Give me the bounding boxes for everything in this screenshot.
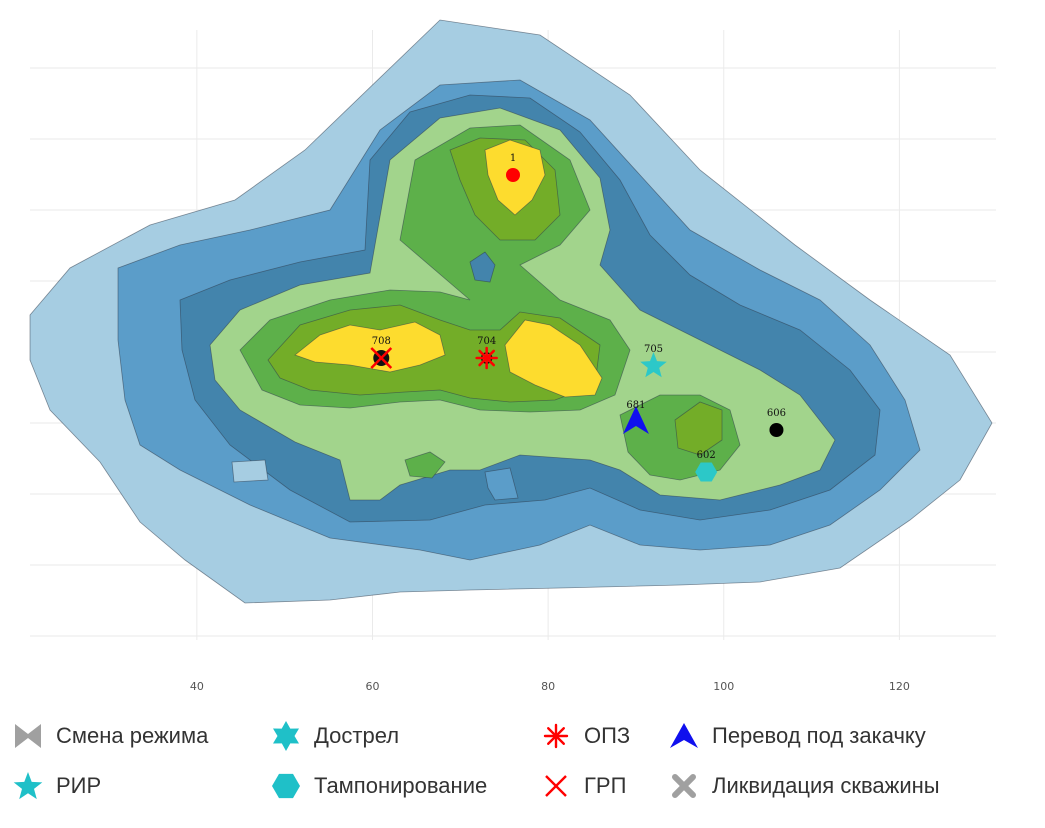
well-681[interactable]: 681: [622, 400, 649, 434]
contour-level-7b: [504, 319, 603, 398]
hexagon-icon: [272, 773, 300, 799]
legend-label: Дострел: [314, 723, 400, 748]
well-markers: 1 708 704 705 681 606 602: [370, 153, 786, 482]
contour-level-7: [294, 321, 446, 373]
legend-item-7[interactable]: Ликвидация скважины: [668, 770, 940, 802]
x-tick-label-0: 40: [190, 680, 204, 693]
x-tick-label-2: 80: [541, 680, 555, 693]
legend-item-6[interactable]: ГРП: [540, 770, 626, 802]
legend-item-3[interactable]: Перевод под закачку: [668, 720, 926, 752]
well-label-705: 705: [644, 344, 663, 355]
legend-item-5[interactable]: Тампонирование: [270, 770, 487, 802]
x-tick-label-1: 60: [365, 680, 379, 693]
x-thick-icon: [672, 774, 696, 798]
legend-item-0[interactable]: Смена режима: [12, 720, 208, 752]
arrowhead-icon: [670, 723, 698, 748]
well-606[interactable]: 606: [767, 408, 786, 437]
well-1[interactable]: 1: [506, 153, 520, 182]
well-label-708: 708: [372, 336, 391, 347]
legend-label: Тампонирование: [314, 773, 488, 798]
legend-item-1[interactable]: Дострел: [270, 720, 399, 752]
well-label-1: 1: [510, 153, 516, 164]
contour-level-6c: [674, 401, 723, 456]
x-axis-ticks: 40 60 80 100 120: [190, 680, 910, 693]
asterisk-icon: [543, 723, 569, 749]
legend-label: Ликвидация скважины: [712, 773, 940, 798]
star6-icon: [273, 721, 299, 751]
patch-south: [404, 451, 446, 479]
well-705[interactable]: 705: [640, 344, 667, 378]
star5-icon: [13, 772, 43, 800]
legend-label: Перевод под закачку: [712, 723, 926, 748]
hole-west: [231, 459, 269, 483]
well-708[interactable]: 708: [370, 336, 393, 369]
legend-label: Смена режима: [56, 723, 209, 748]
legend-label: РИР: [56, 773, 102, 798]
x-cross-icon: [545, 775, 567, 797]
x-tick-label-4: 120: [889, 680, 910, 693]
legend-label: ОПЗ: [584, 723, 631, 748]
legend-item-2[interactable]: ОПЗ: [540, 720, 630, 752]
hole-north: [469, 251, 496, 283]
well-602[interactable]: 602: [695, 450, 718, 482]
legend-label: ГРП: [584, 773, 627, 798]
legend-item-4[interactable]: РИР: [12, 770, 101, 802]
well-label-602: 602: [697, 450, 716, 461]
contour-layers: [29, 19, 993, 604]
bowtie-icon: [15, 724, 41, 748]
well-label-704: 704: [477, 336, 496, 347]
well-label-681: 681: [626, 400, 645, 411]
hole-south: [484, 467, 519, 501]
x-tick-label-3: 100: [713, 680, 734, 693]
well-label-606: 606: [767, 408, 786, 419]
well-704[interactable]: 704: [475, 336, 498, 370]
legend: Смена режима Дострел ОПЗ Перевод под закачк…: [0, 708, 1045, 828]
